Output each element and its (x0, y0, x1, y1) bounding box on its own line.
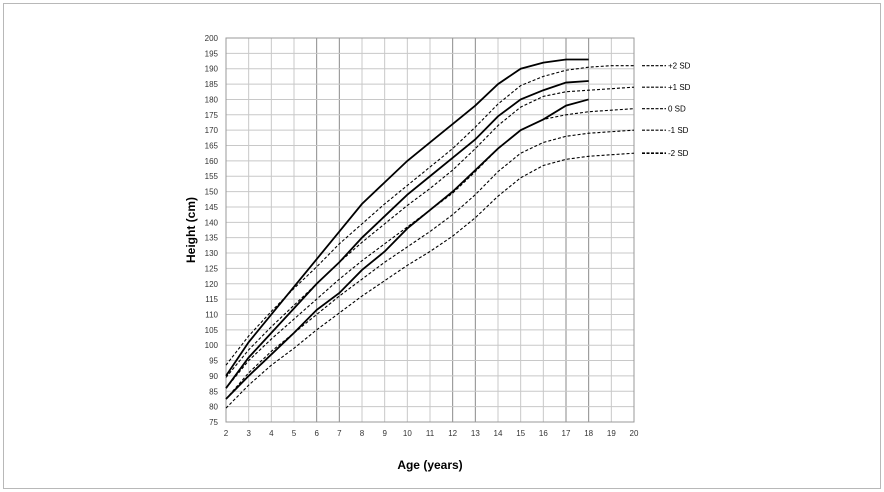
x-tick-label: 3 (246, 429, 251, 438)
x-tick-label: 10 (403, 429, 412, 438)
x-tick-label: 4 (269, 429, 274, 438)
y-tick-label: 80 (209, 403, 218, 412)
y-tick-label: 75 (209, 418, 218, 427)
legend-label: -2 SD (668, 149, 689, 158)
series-lines (225, 58, 635, 409)
y-tick-label: 180 (205, 95, 219, 104)
y-tick-label: 170 (205, 126, 219, 135)
sd-line-4 (225, 152, 635, 409)
x-tick-label: 5 (292, 429, 297, 438)
y-tick-label: 115 (205, 295, 218, 304)
y-tick-label: 150 (205, 188, 219, 197)
y-axis-label: Height (cm) (184, 197, 198, 263)
child-growth-line-0 (225, 58, 589, 377)
y-tick-label: 195 (205, 49, 219, 58)
legend-label: +2 SD (668, 62, 691, 71)
x-tick-label: 2 (224, 429, 229, 438)
y-tick-label: 200 (205, 34, 219, 43)
tick-labels: 2 3 4 5 6 7 8 9 10 11 12 13 14 15 16 17 18 19 20 75 80 85 90 95… (205, 34, 639, 438)
legend: +2 SD +1 SD 0 SD -1 SD -2 SD (642, 62, 691, 158)
legend-label: +1 SD (668, 83, 691, 92)
y-tick-label: 175 (205, 111, 219, 120)
y-tick-label: 140 (205, 218, 219, 227)
y-tick-label: 85 (209, 387, 218, 396)
x-tick-label: 13 (471, 429, 480, 438)
sd-line-0 (225, 65, 634, 366)
y-tick-label: 110 (205, 310, 218, 319)
y-tick-label: 155 (205, 172, 219, 181)
child-growth-line-2 (225, 98, 589, 400)
y-tick-label: 160 (205, 157, 219, 166)
legend-label: -1 SD (668, 126, 689, 135)
x-tick-label: 8 (360, 429, 365, 438)
x-tick-label: 16 (539, 429, 548, 438)
legend-label: 0 SD (668, 105, 686, 114)
plot-area (225, 37, 635, 423)
x-tick-label: 15 (516, 429, 525, 438)
x-tick-label: 6 (314, 429, 319, 438)
x-tick-label: 20 (630, 429, 639, 438)
y-tick-label: 145 (205, 203, 219, 212)
y-tick-label: 120 (205, 280, 219, 289)
x-tick-label: 17 (562, 429, 571, 438)
y-tick-label: 95 (209, 357, 218, 366)
x-axis-label: Age (years) (397, 458, 462, 472)
x-tick-label: 12 (448, 429, 457, 438)
y-tick-label: 135 (205, 234, 219, 243)
x-tick-label: 7 (337, 429, 342, 438)
y-tick-label: 90 (209, 372, 218, 381)
y-tick-label: 100 (205, 341, 219, 350)
x-tick-label: 11 (426, 429, 435, 438)
child-growth-line-1 (225, 80, 589, 389)
y-tick-label: 130 (205, 249, 219, 258)
x-tick-label: 18 (584, 429, 593, 438)
y-tick-label: 125 (205, 264, 219, 273)
y-tick-label: 105 (205, 326, 219, 335)
x-tick-label: 19 (607, 429, 616, 438)
y-tick-label: 185 (205, 80, 219, 89)
grid (225, 37, 635, 423)
y-tick-label: 165 (205, 142, 219, 151)
x-tick-label: 14 (494, 429, 503, 438)
y-tick-label: 190 (205, 65, 219, 74)
x-tick-label: 9 (382, 429, 387, 438)
